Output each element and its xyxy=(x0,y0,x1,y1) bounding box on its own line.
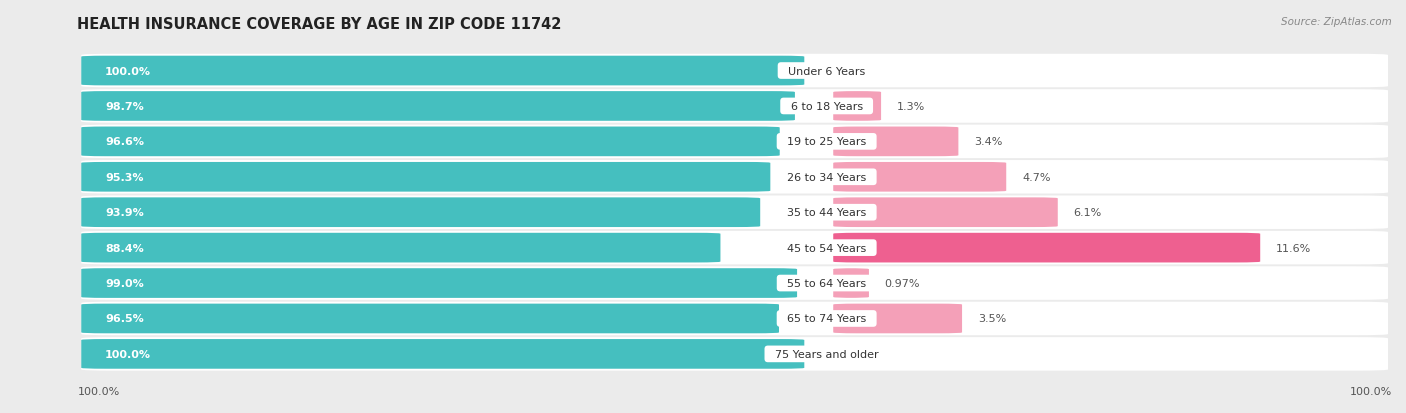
FancyBboxPatch shape xyxy=(82,161,1388,194)
FancyBboxPatch shape xyxy=(82,198,761,228)
Text: 93.9%: 93.9% xyxy=(105,208,143,218)
FancyBboxPatch shape xyxy=(834,127,959,157)
FancyBboxPatch shape xyxy=(82,339,804,369)
Text: 0.0%: 0.0% xyxy=(835,349,865,359)
Text: HEALTH INSURANCE COVERAGE BY AGE IN ZIP CODE 11742: HEALTH INSURANCE COVERAGE BY AGE IN ZIP … xyxy=(77,17,562,31)
Text: 3.5%: 3.5% xyxy=(977,314,1007,324)
FancyBboxPatch shape xyxy=(834,268,869,298)
FancyBboxPatch shape xyxy=(834,163,1007,192)
FancyBboxPatch shape xyxy=(82,233,720,263)
Text: 0.97%: 0.97% xyxy=(884,278,920,288)
Text: 65 to 74 Years: 65 to 74 Years xyxy=(780,314,873,324)
Text: 100.0%: 100.0% xyxy=(105,66,150,76)
Text: 55 to 64 Years: 55 to 64 Years xyxy=(780,278,873,288)
Text: 96.5%: 96.5% xyxy=(105,314,143,324)
FancyBboxPatch shape xyxy=(82,90,1388,123)
Text: 35 to 44 Years: 35 to 44 Years xyxy=(780,208,873,218)
Text: 4.7%: 4.7% xyxy=(1022,172,1050,183)
Text: 95.3%: 95.3% xyxy=(105,172,143,183)
Text: 45 to 54 Years: 45 to 54 Years xyxy=(780,243,873,253)
FancyBboxPatch shape xyxy=(82,163,770,192)
Text: 1.3%: 1.3% xyxy=(897,102,925,112)
FancyBboxPatch shape xyxy=(834,304,962,334)
FancyBboxPatch shape xyxy=(834,198,1057,228)
FancyBboxPatch shape xyxy=(82,92,794,121)
Text: 100.0%: 100.0% xyxy=(1350,387,1392,396)
FancyBboxPatch shape xyxy=(82,267,1388,300)
FancyBboxPatch shape xyxy=(82,304,779,334)
FancyBboxPatch shape xyxy=(82,231,1388,265)
FancyBboxPatch shape xyxy=(82,268,797,298)
Text: 100.0%: 100.0% xyxy=(105,349,150,359)
Text: 3.4%: 3.4% xyxy=(974,137,1002,147)
Text: 96.6%: 96.6% xyxy=(105,137,143,147)
FancyBboxPatch shape xyxy=(82,302,1388,335)
Text: 98.7%: 98.7% xyxy=(105,102,143,112)
FancyBboxPatch shape xyxy=(82,127,780,157)
Text: 100.0%: 100.0% xyxy=(77,387,120,396)
Text: 26 to 34 Years: 26 to 34 Years xyxy=(780,172,873,183)
Text: 99.0%: 99.0% xyxy=(105,278,143,288)
FancyBboxPatch shape xyxy=(834,92,882,121)
FancyBboxPatch shape xyxy=(82,337,1388,371)
FancyBboxPatch shape xyxy=(82,55,1388,88)
Text: 19 to 25 Years: 19 to 25 Years xyxy=(780,137,873,147)
Text: Under 6 Years: Under 6 Years xyxy=(780,66,872,76)
Text: 6.1%: 6.1% xyxy=(1074,208,1102,218)
Text: 88.4%: 88.4% xyxy=(105,243,143,253)
FancyBboxPatch shape xyxy=(834,233,1260,263)
Text: 6 to 18 Years: 6 to 18 Years xyxy=(783,102,870,112)
FancyBboxPatch shape xyxy=(82,57,804,86)
Text: 0.0%: 0.0% xyxy=(835,66,865,76)
Text: Source: ZipAtlas.com: Source: ZipAtlas.com xyxy=(1281,17,1392,26)
Text: 75 Years and older: 75 Years and older xyxy=(768,349,886,359)
FancyBboxPatch shape xyxy=(82,196,1388,229)
Text: 11.6%: 11.6% xyxy=(1277,243,1312,253)
FancyBboxPatch shape xyxy=(82,125,1388,159)
